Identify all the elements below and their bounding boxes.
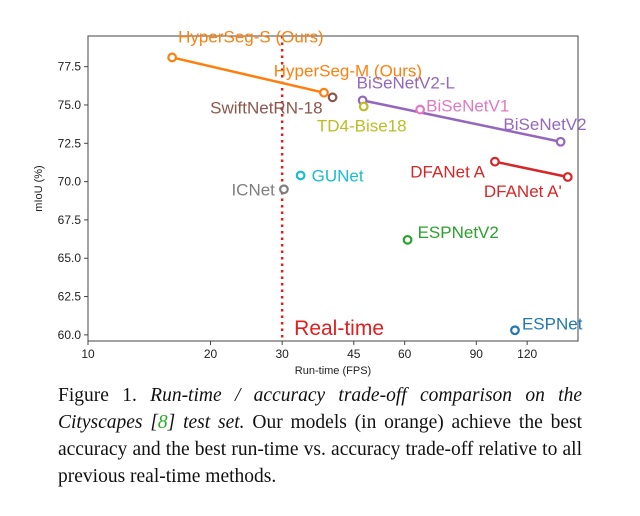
- y-tick-label: 67.5: [58, 213, 82, 227]
- data-point: [402, 234, 413, 245]
- point-label: GUNet: [312, 166, 364, 185]
- x-tick-label: 60: [398, 347, 412, 361]
- realtime-label: Real-time: [294, 317, 384, 340]
- y-tick-label: 62.5: [58, 290, 82, 304]
- x-axis-ticks: 10 20 30 45 60 90 120: [81, 341, 537, 361]
- point-label: BiSeNetV2: [503, 115, 586, 134]
- x-axis-title: Run-time (FPS): [295, 365, 371, 377]
- caption-body: Our models (in orange) achieve the best …: [58, 412, 582, 487]
- y-axis-ticks: 60.0 62.5 65.0 67.5 70.0 72.5 75.0 77.5: [58, 60, 88, 342]
- point-label: BiSeNetV1: [426, 97, 509, 116]
- x-tick-label: 30: [275, 347, 289, 361]
- y-axis-title: mIoU (%): [33, 165, 45, 211]
- x-tick-label: 45: [347, 347, 361, 361]
- point-label: ICNet: [231, 180, 275, 199]
- y-tick-label: 75.0: [58, 98, 82, 112]
- y-tick-label: 72.5: [58, 136, 82, 150]
- data-point: [555, 136, 566, 147]
- data-point: [490, 156, 500, 167]
- axes: [87, 35, 579, 342]
- point-label: ESPNetV2: [418, 223, 499, 242]
- figure-caption: Figure 1. Run-time / accuracy trade-off …: [58, 382, 582, 490]
- realtime-threshold: Real-time: [280, 36, 384, 341]
- y-tick-label: 77.5: [58, 60, 82, 74]
- y-tick-label: 70.0: [58, 175, 82, 189]
- x-tick-label: 90: [470, 347, 484, 361]
- caption-citation-link[interactable]: 8: [157, 412, 168, 433]
- point-label: DFANet A': [484, 182, 562, 201]
- y-tick-label: 60.0: [58, 328, 82, 342]
- y-tick-label: 65.0: [58, 251, 82, 265]
- x-tick-label: 10: [81, 347, 95, 361]
- series-line: [171, 56, 325, 94]
- data-points: [167, 52, 573, 336]
- x-tick-label: 120: [517, 347, 537, 361]
- runtime-accuracy-chart: 10 20 30 45 60 90 120 60.0 62.5 65.0 67.5 70.0 72.5…: [33, 27, 587, 377]
- data-point: [327, 92, 338, 103]
- point-label: ESPNet: [522, 314, 583, 333]
- data-point: [279, 184, 289, 195]
- x-tick-label: 20: [204, 347, 218, 361]
- data-point: [510, 325, 520, 336]
- point-label: BiSeNetV2-L: [357, 73, 455, 92]
- point-label: DFANet A: [410, 163, 485, 182]
- data-point: [562, 172, 573, 182]
- caption-italic-end: ] test set.: [167, 412, 245, 433]
- point-label: SwiftNetRN-18: [210, 98, 322, 117]
- data-point: [319, 87, 329, 98]
- plot-frame: [87, 35, 579, 342]
- point-label: TD4-Bise18: [317, 117, 407, 136]
- data-point: [358, 101, 369, 112]
- series-line: [362, 99, 561, 143]
- data-point: [167, 52, 178, 63]
- point-label: HyperSeg-S (Ours): [178, 27, 323, 46]
- data-point: [415, 104, 426, 115]
- series-line: [494, 160, 569, 179]
- series-lines: [171, 56, 569, 179]
- caption-italic: Run-time / accuracy trade-off comparison…: [58, 385, 582, 433]
- data-point: [295, 170, 306, 181]
- point-labels: HyperSeg-S (Ours) HyperSeg-M (Ours) SwiftN…: [178, 27, 586, 333]
- caption-prefix: Figure 1.: [58, 385, 151, 406]
- point-label: HyperSeg-M (Ours): [274, 62, 422, 81]
